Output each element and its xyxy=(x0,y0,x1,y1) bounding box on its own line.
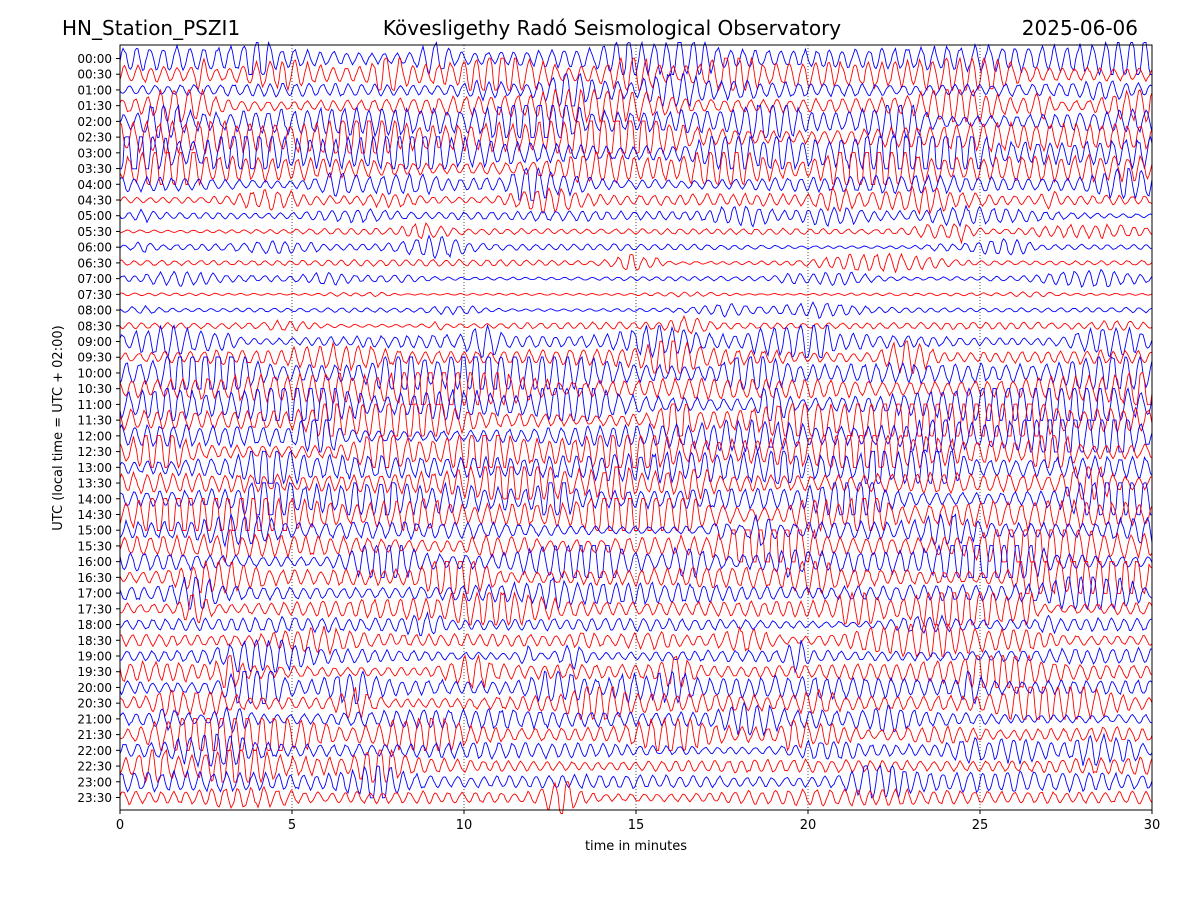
y-tick-label: 18:30 xyxy=(77,634,112,648)
y-tick-label: 07:00 xyxy=(77,272,112,286)
x-tick-label: 0 xyxy=(116,818,124,833)
y-tick-label: 14:30 xyxy=(77,508,112,522)
y-tick-label: 22:30 xyxy=(77,760,112,774)
y-tick-label: 04:00 xyxy=(77,178,112,192)
y-tick-label: 00:30 xyxy=(77,68,112,82)
y-tick-label: 02:30 xyxy=(77,131,112,145)
y-tick-label: 18:00 xyxy=(77,618,112,632)
y-tick-label: 06:30 xyxy=(77,256,112,270)
y-tick-label: 22:00 xyxy=(77,744,112,758)
trace-line xyxy=(119,434,1153,470)
y-tick-label: 21:30 xyxy=(77,728,112,742)
y-tick-label: 16:00 xyxy=(77,555,112,569)
trace-line xyxy=(120,135,1153,171)
y-tick-label: 00:00 xyxy=(77,52,112,66)
trace-line xyxy=(119,72,1153,108)
y-tick-label: 12:00 xyxy=(77,429,112,443)
y-tick-label: 11:30 xyxy=(77,414,112,428)
trace-line xyxy=(119,481,1152,517)
y-tick-label: 03:30 xyxy=(77,162,112,176)
y-tick-label: 12:30 xyxy=(77,445,112,459)
y-axis-label: UTC (local time = UTC + 02:00) xyxy=(51,325,66,530)
y-tick-label: 05:00 xyxy=(77,209,112,223)
x-tick-label: 20 xyxy=(800,818,817,833)
y-tick-label: 05:30 xyxy=(77,225,112,239)
y-tick-label: 20:30 xyxy=(77,697,112,711)
y-tick-label: 04:30 xyxy=(77,194,112,208)
y-tick-label: 11:00 xyxy=(77,398,112,412)
y-tick-label: 03:00 xyxy=(77,146,112,160)
y-tick-label: 23:30 xyxy=(77,791,112,805)
y-tick-label: 06:00 xyxy=(77,241,112,255)
date-title: 2025-06-06 xyxy=(1021,16,1138,40)
y-tick-label: 07:30 xyxy=(77,288,112,302)
observatory-title: Kövesligethy Radó Seismological Observat… xyxy=(382,16,842,40)
y-tick-label: 19:30 xyxy=(77,665,112,679)
y-tick-label: 21:00 xyxy=(77,712,112,726)
trace-line xyxy=(119,340,1153,374)
x-tick-label: 15 xyxy=(628,818,645,833)
y-tick-label: 08:30 xyxy=(77,319,112,333)
station-title: HN_Station_PSZI1 xyxy=(62,16,241,40)
trace-line xyxy=(119,252,1153,274)
y-tick-label: 13:30 xyxy=(77,477,112,491)
x-axis-label: time in minutes xyxy=(585,839,687,854)
x-axis: 0 5 10 15 20 25 30 xyxy=(116,810,1160,833)
y-tick-label: 19:00 xyxy=(77,649,112,663)
trace-line xyxy=(119,222,1153,245)
y-tick-label: 08:00 xyxy=(77,304,112,318)
trace-group xyxy=(119,40,1153,814)
trace-line xyxy=(119,512,1153,548)
x-tick-label: 5 xyxy=(288,818,296,833)
y-tick-label: 09:00 xyxy=(77,335,112,349)
y-tick-label: 01:30 xyxy=(77,99,112,113)
x-tick-label: 25 xyxy=(972,818,989,833)
y-tick-label: 09:30 xyxy=(77,351,112,365)
trace-line xyxy=(119,268,1153,288)
trace-line xyxy=(119,559,1153,596)
y-tick-label: 02:00 xyxy=(77,115,112,129)
x-tick-label: 30 xyxy=(1144,818,1161,833)
x-tick-label: 10 xyxy=(456,818,473,833)
y-tick-label: 10:00 xyxy=(77,366,112,380)
y-tick-label: 17:30 xyxy=(77,602,112,616)
trace-line xyxy=(119,591,1153,627)
y-tick-label: 16:30 xyxy=(77,571,112,585)
y-tick-label: 15:00 xyxy=(77,524,112,538)
y-tick-label: 13:00 xyxy=(77,461,112,475)
y-tick-label: 23:00 xyxy=(77,775,112,789)
y-tick-label: 20:00 xyxy=(77,681,112,695)
y-tick-label: 10:30 xyxy=(77,382,112,396)
trace-line xyxy=(119,638,1153,674)
trace-line xyxy=(119,355,1153,391)
trace-line xyxy=(119,449,1153,485)
y-tick-label: 14:00 xyxy=(77,492,112,506)
trace-line xyxy=(119,716,1153,752)
y-tick-label: 17:00 xyxy=(77,587,112,601)
y-tick-label: 15:30 xyxy=(77,539,112,553)
y-tick-label: 01:00 xyxy=(77,83,112,97)
